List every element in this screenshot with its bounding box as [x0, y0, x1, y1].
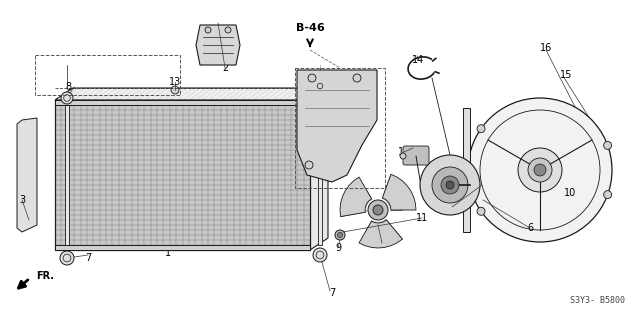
Text: 3: 3 [19, 195, 25, 205]
Circle shape [353, 74, 361, 82]
Polygon shape [65, 105, 68, 245]
Text: 1: 1 [165, 248, 171, 258]
Circle shape [477, 125, 485, 133]
Circle shape [308, 74, 316, 82]
Polygon shape [297, 70, 377, 182]
Circle shape [446, 181, 454, 189]
Circle shape [400, 153, 406, 159]
Polygon shape [310, 88, 328, 250]
Text: FR.: FR. [36, 271, 54, 281]
Circle shape [528, 158, 552, 182]
Circle shape [171, 86, 179, 94]
Text: 4: 4 [449, 202, 455, 212]
Text: 16: 16 [540, 43, 552, 53]
Circle shape [313, 248, 327, 262]
Polygon shape [359, 220, 403, 248]
Circle shape [368, 200, 388, 220]
Text: 7: 7 [329, 288, 335, 298]
Text: 12: 12 [398, 147, 410, 157]
Circle shape [61, 92, 73, 104]
Text: 7: 7 [85, 253, 91, 263]
Circle shape [518, 148, 562, 192]
Polygon shape [55, 88, 328, 100]
Bar [55, 100, 310, 105]
Text: 15: 15 [560, 70, 572, 80]
Circle shape [604, 191, 612, 199]
Circle shape [432, 167, 468, 203]
Circle shape [534, 164, 546, 176]
Circle shape [477, 207, 485, 215]
Circle shape [420, 155, 480, 215]
Circle shape [315, 81, 325, 91]
Text: 9: 9 [335, 243, 341, 253]
Circle shape [305, 161, 313, 169]
Circle shape [441, 176, 459, 194]
Circle shape [373, 205, 383, 215]
Polygon shape [340, 177, 371, 217]
Circle shape [337, 233, 342, 238]
Text: 10: 10 [564, 188, 576, 198]
Polygon shape [463, 108, 470, 232]
Circle shape [205, 27, 211, 33]
Text: S3Y3- B5800: S3Y3- B5800 [570, 296, 625, 305]
Text: 8: 8 [307, 135, 313, 145]
Polygon shape [383, 174, 416, 210]
Text: 6: 6 [527, 223, 533, 233]
Text: B-46: B-46 [296, 23, 324, 33]
Text: 2: 2 [222, 63, 228, 73]
Circle shape [468, 98, 612, 242]
Bar [55, 245, 310, 250]
Circle shape [335, 230, 345, 240]
FancyBboxPatch shape [403, 146, 429, 165]
Circle shape [225, 27, 231, 33]
Circle shape [60, 251, 74, 265]
Polygon shape [17, 118, 37, 232]
Text: 11: 11 [416, 213, 428, 223]
Text: 8: 8 [65, 82, 71, 92]
Text: 13: 13 [169, 77, 181, 87]
Polygon shape [318, 93, 322, 245]
Text: 5: 5 [379, 238, 385, 248]
Bar [55, 100, 310, 250]
Text: 14: 14 [412, 55, 424, 65]
Circle shape [604, 141, 612, 149]
Polygon shape [196, 25, 240, 65]
